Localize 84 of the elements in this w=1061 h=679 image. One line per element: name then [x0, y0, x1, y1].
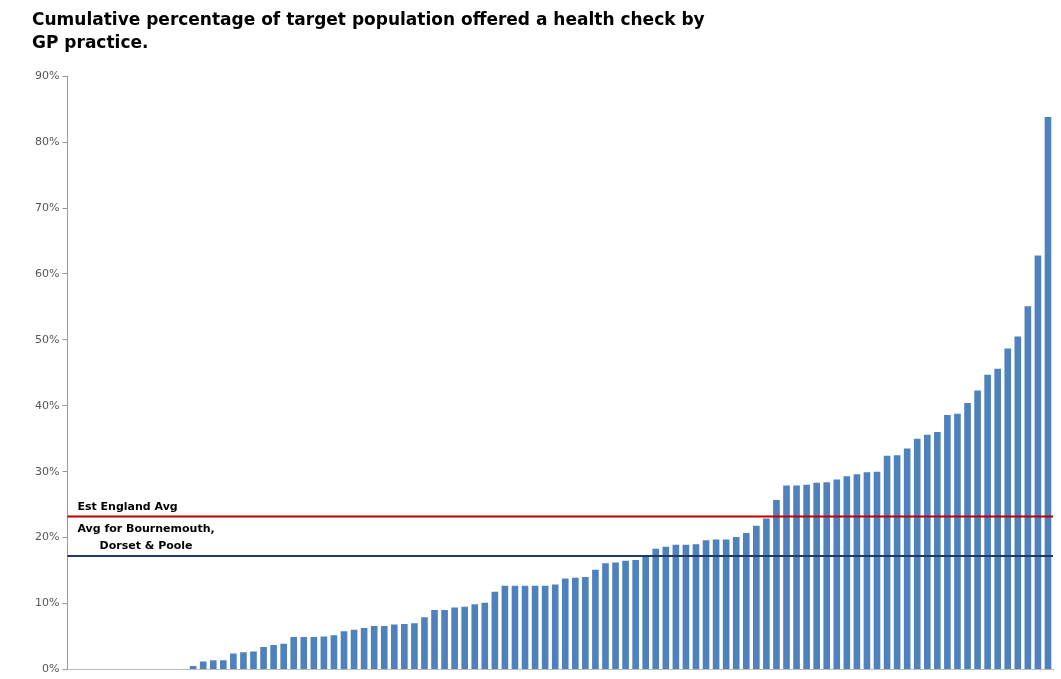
bar [833, 479, 841, 669]
bar [481, 602, 489, 669]
ref-line-label: Est England Avg [77, 499, 178, 513]
bar [934, 432, 941, 669]
bar [250, 651, 257, 669]
bar [390, 624, 398, 669]
bar [753, 525, 760, 669]
bar [913, 438, 921, 669]
y-tick-label: 80% [35, 134, 60, 148]
bar [300, 637, 308, 669]
bar [340, 631, 348, 669]
bar [1044, 117, 1052, 669]
bar [461, 606, 469, 669]
bar [411, 623, 418, 669]
y-tick-label: 50% [35, 332, 60, 346]
bar [501, 585, 509, 669]
bar [451, 607, 458, 669]
bar [642, 556, 650, 669]
bar [401, 623, 408, 669]
bar [954, 413, 961, 669]
bar [320, 636, 328, 669]
bar [290, 637, 298, 669]
bar [561, 578, 569, 669]
bar [823, 482, 831, 669]
bar [330, 635, 338, 669]
y-tick-label: 70% [35, 200, 60, 214]
bar [189, 666, 197, 669]
bar [622, 560, 629, 669]
y-tick-label: 60% [35, 266, 60, 280]
bar [571, 577, 579, 669]
bar [732, 536, 740, 669]
bar [923, 434, 931, 669]
bar [280, 643, 287, 669]
chart-title: Cumulative percentage of target population offered a health check by GP practice. [32, 9, 705, 52]
bar [1004, 348, 1012, 669]
bar [230, 653, 237, 669]
bar [471, 604, 479, 669]
bar [551, 584, 559, 669]
bar [773, 500, 780, 669]
bar [632, 559, 639, 669]
bar [491, 591, 499, 669]
bar [511, 585, 519, 669]
bar [984, 374, 991, 669]
y-tick-label: 10% [35, 596, 60, 610]
bar [742, 532, 750, 669]
bar [270, 645, 277, 669]
bar [380, 625, 388, 669]
bar [431, 610, 438, 669]
bar [1034, 255, 1042, 669]
bar [360, 627, 368, 669]
bar [421, 617, 428, 669]
bar [441, 610, 448, 669]
y-tick-label: 20% [35, 530, 60, 544]
ref-line-label: Avg for Bournemouth, Dorset & Poole [77, 522, 215, 553]
bar [763, 518, 770, 669]
bar [592, 569, 599, 669]
bar [209, 660, 217, 669]
bar [652, 548, 660, 669]
bar [260, 646, 267, 669]
y-tick-label: 40% [35, 398, 60, 412]
bar [612, 562, 619, 669]
bar [582, 577, 589, 669]
y-tick-label: 90% [35, 69, 60, 83]
bar [541, 585, 549, 669]
bar [813, 482, 820, 669]
bar [974, 390, 981, 669]
y-tick-label: 30% [35, 464, 60, 478]
bar [521, 585, 529, 669]
bar [783, 485, 790, 669]
bar [964, 403, 971, 669]
bar [220, 660, 227, 669]
bar [944, 414, 951, 669]
bar [1014, 336, 1022, 669]
bar [350, 629, 358, 669]
bar [602, 563, 609, 669]
bar [199, 661, 207, 669]
bar [793, 485, 800, 669]
bar [803, 484, 810, 669]
bar [370, 625, 378, 669]
bar [240, 652, 247, 669]
y-tick-label: 0% [42, 662, 60, 676]
bar [310, 637, 318, 669]
bar [531, 585, 539, 669]
bar [994, 368, 1002, 669]
